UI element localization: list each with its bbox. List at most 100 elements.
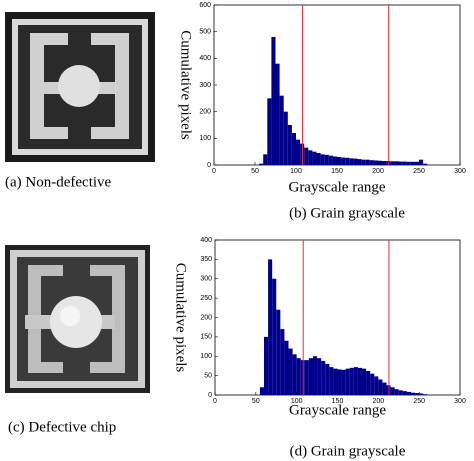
- y-tick-label: 200: [199, 109, 211, 116]
- histogram-bar: [308, 358, 313, 395]
- panel-caption: (a) Non-defective: [5, 174, 112, 190]
- histogram-bar: [415, 393, 420, 395]
- histogram-bar: [398, 390, 403, 395]
- histogram-bar: [292, 354, 297, 395]
- histogram-bar: [304, 147, 309, 165]
- histogram-bar: [373, 160, 378, 165]
- y-axis-label: Cumulative pixels: [178, 30, 194, 140]
- histogram-bar: [280, 329, 285, 395]
- histogram-bar: [308, 150, 313, 165]
- x-tick-label: 250: [413, 168, 425, 175]
- y-tick-label: 500: [199, 29, 211, 36]
- y-tick-label: 350: [200, 256, 212, 263]
- histogram-bar: [398, 161, 403, 165]
- histogram-bar: [275, 63, 280, 165]
- y-tick-label: 0: [207, 162, 211, 169]
- histogram-bar: [382, 382, 387, 395]
- histogram-bar: [410, 161, 415, 165]
- x-tick-label: 150: [332, 398, 344, 405]
- histogram-bar: [291, 133, 296, 165]
- panel-caption: (c) Defective chip: [8, 419, 116, 435]
- x-tick-label: 300: [454, 398, 466, 405]
- y-tick-label: 100: [199, 135, 211, 142]
- histogram-bar: [321, 360, 326, 395]
- histogram-bar: [263, 154, 268, 165]
- histogram-bar: [378, 379, 383, 395]
- histogram-bar: [390, 387, 395, 395]
- x-tick-label: 200: [372, 398, 384, 405]
- histogram-bar: [276, 309, 281, 395]
- histogram-bar: [312, 151, 317, 165]
- y-tick-label: 0: [208, 392, 212, 399]
- histogram-bar: [394, 161, 399, 165]
- histogram-bar: [357, 367, 362, 395]
- histogram-bar: [332, 156, 337, 165]
- y-tick-label: 300: [199, 82, 211, 89]
- histogram-bar: [304, 360, 309, 395]
- histogram-bar: [296, 139, 301, 165]
- x-tick-label: 50: [251, 168, 259, 175]
- x-tick-label: 0: [212, 168, 216, 175]
- histogram-bar: [366, 370, 371, 395]
- histogram-bar: [423, 163, 428, 165]
- histogram-bar: [316, 153, 321, 165]
- histogram-bar: [349, 158, 354, 165]
- x-tick-label: 250: [413, 398, 425, 405]
- histogram-bar: [317, 358, 322, 395]
- histogram-bar: [329, 367, 334, 395]
- histogram-bar: [337, 157, 342, 165]
- histogram-bar: [264, 336, 269, 395]
- histogram-bar: [328, 155, 333, 165]
- histogram-bar: [345, 157, 350, 165]
- histogram-bar: [369, 160, 374, 165]
- histogram-bar: [337, 369, 342, 395]
- y-tick-label: 300: [200, 276, 212, 283]
- y-tick-label: 150: [200, 334, 212, 341]
- histogram-bar: [259, 387, 264, 395]
- histogram-bar: [390, 161, 395, 165]
- y-tick-label: 400: [200, 237, 212, 244]
- histogram-bar: [345, 368, 350, 395]
- histogram-bar: [283, 111, 288, 165]
- histogram-bar: [267, 98, 272, 165]
- histogram-bar: [349, 367, 354, 395]
- histogram-bar: [370, 373, 375, 395]
- histogram-bar: [419, 393, 424, 395]
- histogram-bar: [341, 157, 346, 165]
- histogram-bar: [402, 391, 407, 395]
- x-tick-label: 100: [290, 168, 302, 175]
- panel-caption: (d) Grain grayscale: [290, 443, 406, 459]
- plot-area: [213, 4, 461, 166]
- x-axis-label: Grayscale range: [288, 179, 385, 195]
- histogram-bar: [382, 161, 387, 165]
- histogram-bar: [271, 37, 276, 165]
- histogram-bar: [378, 160, 383, 165]
- x-tick-label: 0: [213, 398, 217, 405]
- histogram-bar: [272, 278, 277, 395]
- histogram-bar: [313, 356, 318, 395]
- histogram-bar: [411, 392, 416, 395]
- histogram-bar: [353, 367, 358, 395]
- histogram-bar: [374, 376, 379, 395]
- histogram-bar: [324, 154, 329, 165]
- y-axis-label: Cumulative pixels: [173, 263, 189, 373]
- histogram-bar: [325, 364, 330, 395]
- x-tick-label: 150: [331, 168, 343, 175]
- histogram-bar: [406, 391, 411, 395]
- x-tick-label: 50: [252, 398, 260, 405]
- chip-image-a: [5, 12, 155, 162]
- panel-caption: (b) Grain grayscale: [289, 205, 405, 221]
- histogram-bar: [394, 389, 399, 395]
- histogram-bar: [259, 163, 264, 165]
- histogram-bar: [365, 159, 370, 165]
- y-tick-label: 600: [199, 2, 211, 9]
- histogram-bar: [333, 368, 338, 395]
- histogram-bar: [287, 125, 292, 165]
- histogram-bar: [414, 161, 419, 165]
- x-tick-label: 100: [291, 398, 303, 405]
- x-tick-label: 200: [372, 168, 384, 175]
- y-tick-label: 100: [200, 353, 212, 360]
- chip-image-c: [5, 245, 150, 393]
- x-axis-label: Grayscale range: [289, 402, 386, 418]
